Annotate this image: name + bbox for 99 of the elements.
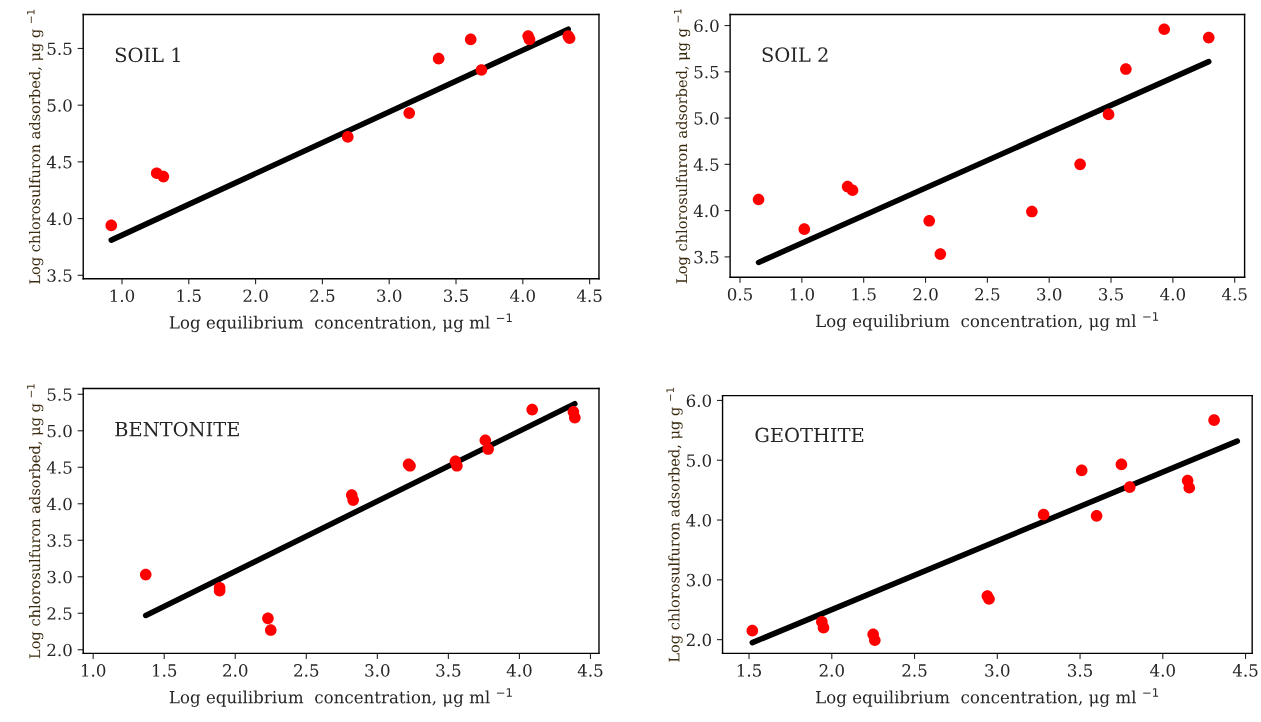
point — [1102, 108, 1115, 121]
x-tick-label: 4.0 — [510, 289, 535, 303]
point — [1026, 205, 1038, 218]
x-tick-label: 0.5 — [727, 287, 752, 301]
annotation: GEOTHITE — [755, 427, 864, 443]
y-tick-label: 6.0 — [694, 19, 719, 33]
x-tick-label: 4.5 — [1232, 664, 1258, 677]
y-tick-label: 5.0 — [687, 454, 712, 467]
x-tick-label: 3.0 — [985, 664, 1010, 677]
y-tick-label: 2.0 — [47, 643, 72, 657]
y-tick-label: 3.5 — [47, 534, 72, 547]
y-tick-label: 5.5 — [694, 65, 719, 79]
y-axis-title: Log chlorosulfuron adsorbed, μg g $^{−1}$ — [666, 387, 683, 662]
x-tick-label: 2.0 — [913, 287, 938, 301]
y-tick-label: 5.0 — [47, 99, 72, 112]
x-tick-label: 1.0 — [790, 287, 814, 301]
y-tick-label: 3.5 — [47, 269, 72, 282]
annotation: SOIL 1 — [115, 47, 180, 63]
point — [923, 214, 936, 227]
y-tick-label: 2.0 — [686, 633, 712, 647]
point — [1208, 414, 1220, 426]
y-tick-label: 5.0 — [694, 112, 719, 125]
point — [1037, 508, 1050, 521]
y-tick-label: 6.0 — [686, 394, 712, 408]
y-axis-title: Log chlorosulfuron adsorbed, μg g $^{−1}$ — [27, 9, 44, 284]
x-tick-label: 1.5 — [177, 289, 201, 303]
x-tick-label: 3.0 — [1037, 287, 1062, 301]
x-tick-label: 4.0 — [506, 664, 532, 677]
x-tick-label: 3.5 — [436, 664, 461, 677]
x-tick-label: 1.5 — [152, 664, 177, 677]
y-tick-label: 4.5 — [46, 155, 72, 169]
x-tick-label: 4.5 — [576, 289, 602, 303]
point — [1090, 510, 1103, 522]
point — [798, 223, 811, 235]
x-tick-label: 1.0 — [81, 664, 106, 677]
x-axis-title: Log equilibrium concentration, μg ml $^{−1}$ — [169, 313, 512, 333]
x-axis-title: Log equilibrium concentration, μg ml $^{−1}$ — [816, 312, 1159, 331]
x-tick-label: 4.5 — [1221, 287, 1247, 301]
y-tick-label: 5.0 — [47, 424, 72, 438]
x-tick-label: 2.0 — [243, 289, 268, 303]
point — [475, 64, 488, 76]
point — [934, 248, 947, 260]
y-tick-label: 2.5 — [47, 607, 72, 620]
y-axis-title: Log chlorosulfuron adsorbed, μg g $^{−1}$ — [27, 384, 44, 659]
point — [264, 624, 277, 636]
annotation: SOIL 2 — [762, 47, 828, 63]
x-tick-label: 2.5 — [294, 664, 319, 677]
x-axis-title: Log equilibrium concentration, μg ml $^{−1}$ — [169, 688, 512, 707]
point — [262, 612, 274, 625]
x-tick-label: 4.0 — [1150, 664, 1175, 677]
x-tick-label: 2.0 — [223, 664, 248, 677]
x-tick-label: 3.0 — [377, 289, 402, 303]
y-tick-label: 3.0 — [686, 573, 712, 587]
y-tick-label: 4.5 — [46, 461, 72, 474]
y-tick-label: 5.5 — [47, 42, 72, 56]
point — [482, 443, 494, 455]
point — [846, 184, 859, 197]
y-tick-label: 4.0 — [46, 497, 72, 511]
x-tick-label: 3.5 — [1099, 287, 1123, 301]
x-tick-label: 2.0 — [819, 664, 844, 677]
y-tick-label: 3.0 — [47, 570, 72, 584]
y-axis-title: Log chlorosulfuron adsorbed, μg g $^{−1}$ — [673, 9, 691, 284]
y-tick-label: 4.0 — [46, 212, 72, 226]
x-tick-label: 2.5 — [975, 287, 1000, 301]
point — [1123, 481, 1136, 493]
x-axis-title: Log equilibrium concentration, μg ml $^{−1}$ — [816, 688, 1159, 707]
point — [1202, 31, 1215, 44]
x-tick-label: 2.5 — [902, 664, 927, 677]
point — [105, 219, 118, 232]
x-tick-label: 3.5 — [444, 289, 468, 303]
point — [432, 52, 445, 65]
y-tick-label: 3.5 — [694, 250, 719, 264]
point — [1075, 464, 1088, 477]
y-tick-label: 4.0 — [693, 204, 719, 218]
x-tick-label: 3.0 — [365, 664, 390, 677]
x-tick-label: 1.5 — [737, 664, 761, 677]
point — [746, 624, 759, 637]
x-tick-label: 4.0 — [1160, 287, 1186, 301]
x-tick-label: 2.5 — [310, 289, 335, 303]
point — [752, 193, 765, 206]
point — [869, 634, 881, 647]
point — [1120, 63, 1132, 75]
point — [403, 107, 416, 119]
point — [464, 33, 477, 46]
point — [1074, 158, 1086, 171]
point — [526, 403, 539, 416]
annotation: BENTONITE — [115, 421, 239, 437]
point — [139, 568, 152, 581]
x-tick-label: 4.5 — [577, 664, 603, 677]
y-tick-label: 4.0 — [686, 514, 712, 527]
y-tick-label: 4.5 — [693, 158, 719, 171]
point — [1158, 23, 1171, 36]
point — [157, 170, 170, 183]
x-tick-label: 1.5 — [852, 287, 876, 301]
x-tick-label: 3.5 — [1068, 664, 1093, 677]
point — [341, 131, 354, 143]
point — [1115, 458, 1128, 471]
x-tick-label: 1.0 — [110, 289, 135, 303]
y-tick-label: 5.5 — [47, 388, 72, 401]
